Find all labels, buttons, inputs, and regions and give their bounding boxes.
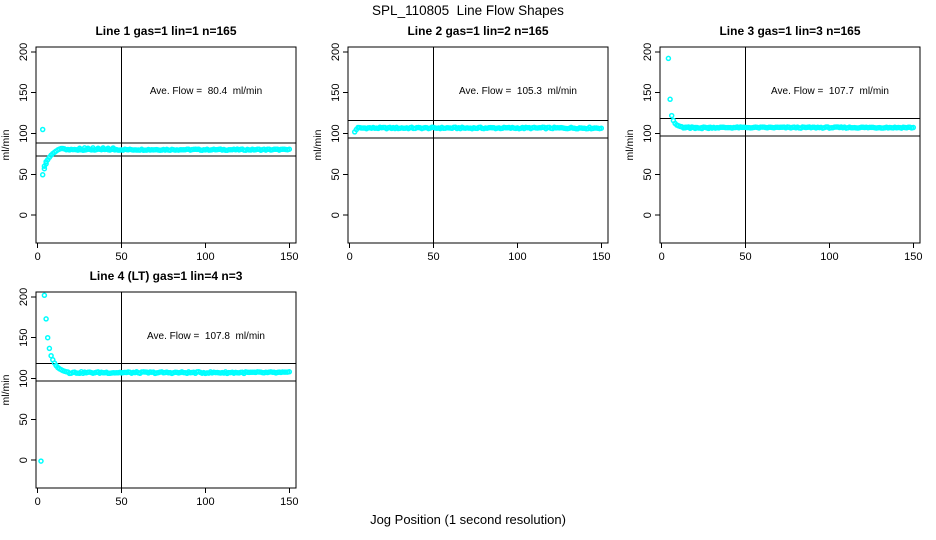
data-points [39,126,293,178]
data-points [351,124,605,135]
x-tick-label: 50 [739,251,751,263]
subplot-1: 0 50 100 150 0 50 100 150 200 ml/min [0,43,298,263]
data-point [286,369,293,375]
y-tick-label: 50 [642,168,654,180]
y-tick-label: 200 [642,43,654,61]
data-point [667,96,673,103]
data-point [41,165,48,172]
data-points [38,292,293,464]
subplot-2: 0 50 100 150 0 50 100 150 200 ml/min [312,43,610,263]
x-axis: 0 50 100 150 [347,243,610,263]
x-axis-label: Jog Position (1 second resolution) [370,512,566,527]
data-point [910,124,917,131]
x-tick-label: 100 [196,496,214,508]
subplot-1-ave-flow-annotation: Ave. Flow = 80.4 ml/min [149,86,263,97]
x-axis: 0 50 100 150 [35,488,298,508]
y-tick-label: 100 [18,124,30,142]
plot-box [35,291,297,489]
subplot-3: 0 50 100 150 0 50 100 150 200 ml/min [624,43,922,263]
y-tick-label: 200 [330,43,342,61]
data-point [43,316,49,322]
subplot-2-title: Line 2 gas=1 lin=2 n=165 [407,24,549,38]
x-tick-label: 0 [347,251,353,263]
y-axis-title: ml/min [0,374,12,405]
y-tick-label: 150 [18,84,30,102]
x-tick-label: 100 [196,251,214,263]
figure-title: SPL_110805 Line Flow Shapes [372,3,564,18]
data-point [598,125,605,131]
data-point [39,126,46,133]
y-axis: 0 50 100 150 200 ml/min [624,43,660,218]
x-axis: 0 50 100 150 [659,243,922,263]
y-tick-label: 0 [18,212,30,218]
y-tick-label: 0 [642,212,654,218]
x-tick-label: 0 [35,496,41,508]
data-point [38,458,44,464]
subplot-1-title: Line 1 gas=1 lin=1 n=165 [95,24,237,38]
subplot-3-title: Line 3 gas=1 lin=3 n=165 [719,24,861,38]
plot-box [35,46,297,244]
x-tick-label: 50 [115,251,127,263]
x-tick-label: 50 [427,251,439,263]
x-tick-label: 100 [508,251,526,263]
y-axis: 0 50 100 150 200 ml/min [0,43,36,218]
y-tick-label: 50 [330,168,342,180]
x-tick-label: 150 [904,251,922,263]
x-tick-label: 0 [35,251,41,263]
y-tick-label: 150 [642,84,654,102]
subplot-4-ave-flow-annotation: Ave. Flow = 107.8 ml/min [147,331,265,342]
x-tick-label: 150 [592,251,610,263]
y-axis-title: ml/min [312,129,324,160]
subplot-4-title: Line 4 (LT) gas=1 lin=4 n=3 [89,269,243,283]
data-points [665,55,917,132]
data-point [286,146,293,152]
x-tick-label: 150 [280,496,298,508]
x-axis: 0 50 100 150 [35,243,298,263]
x-tick-label: 0 [659,251,665,263]
y-axis-title: ml/min [624,129,636,160]
y-tick-label: 150 [330,84,342,102]
y-tick-label: 200 [18,288,30,306]
y-tick-label: 150 [18,329,30,347]
x-tick-label: 100 [820,251,838,263]
subplot-3-ave-flow-annotation: Ave. Flow = 107.7 ml/min [771,86,889,97]
plot-box [659,46,921,244]
x-tick-label: 50 [115,496,127,508]
y-tick-label: 50 [18,168,30,180]
y-axis: 0 50 100 150 200 ml/min [0,288,36,463]
y-tick-label: 100 [330,124,342,142]
data-point [41,292,48,299]
subplot-2-ave-flow-annotation: Ave. Flow = 105.3 ml/min [459,86,577,97]
subplot-4: 0 50 100 150 0 50 100 150 200 ml/min [0,288,298,508]
data-point [668,112,675,119]
data-point [665,55,672,62]
data-point [46,345,53,352]
y-tick-label: 0 [330,212,342,218]
y-tick-label: 200 [18,43,30,61]
y-axis: 0 50 100 150 200 ml/min [312,43,348,218]
y-tick-label: 100 [642,124,654,142]
data-point [39,172,46,178]
y-tick-label: 100 [18,369,30,387]
x-tick-label: 150 [280,251,298,263]
y-tick-label: 0 [18,457,30,463]
plot-box [347,46,609,244]
y-axis-title: ml/min [0,129,12,160]
data-point [44,334,51,341]
y-tick-label: 50 [18,413,30,425]
